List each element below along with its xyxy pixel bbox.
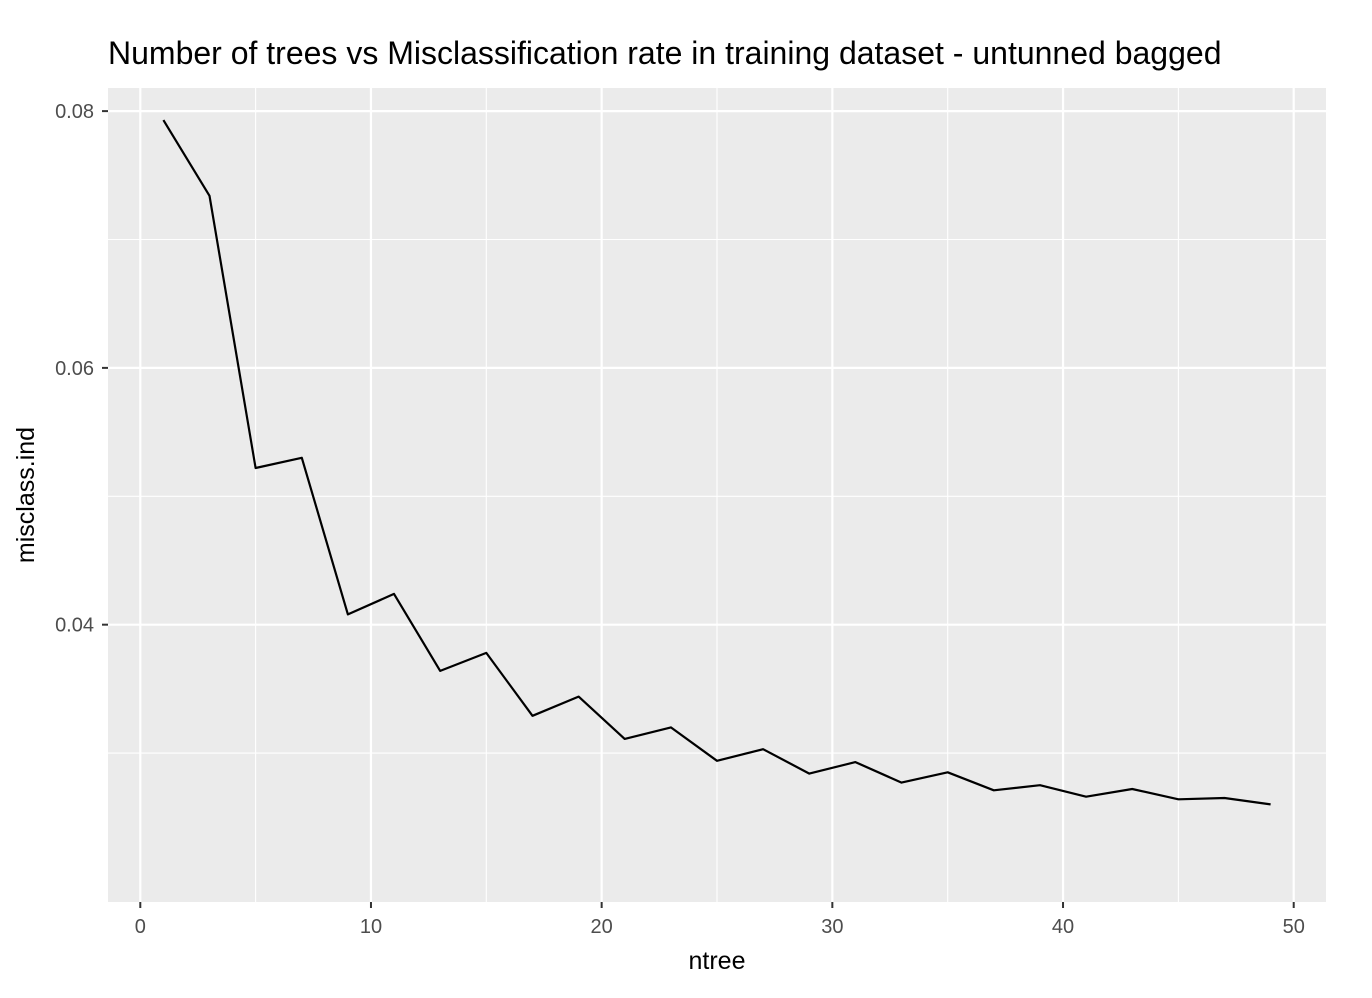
y-axis: 0.04 0.06 0.08 (55, 101, 108, 637)
x-axis: 0 10 20 30 40 50 (135, 902, 1305, 938)
x-tick-label: 10 (360, 916, 382, 938)
minor-gridlines (108, 88, 1326, 902)
major-gridlines (108, 88, 1326, 902)
x-tick-label: 30 (821, 916, 843, 938)
chart-title: Number of trees vs Misclassification rat… (108, 35, 1221, 71)
x-axis-title: ntree (689, 947, 746, 975)
y-tick-label: 0.08 (55, 101, 94, 123)
x-tick-label: 50 (1283, 916, 1305, 938)
x-tick-label: 20 (591, 916, 613, 938)
y-axis-title: misclass.ind (12, 427, 40, 563)
series-line (162, 119, 1271, 806)
x-tick-label: 40 (1052, 916, 1074, 938)
x-tick-label: 0 (135, 916, 146, 938)
y-tick-label: 0.04 (55, 615, 94, 637)
y-tick-label: 0.06 (55, 358, 94, 380)
